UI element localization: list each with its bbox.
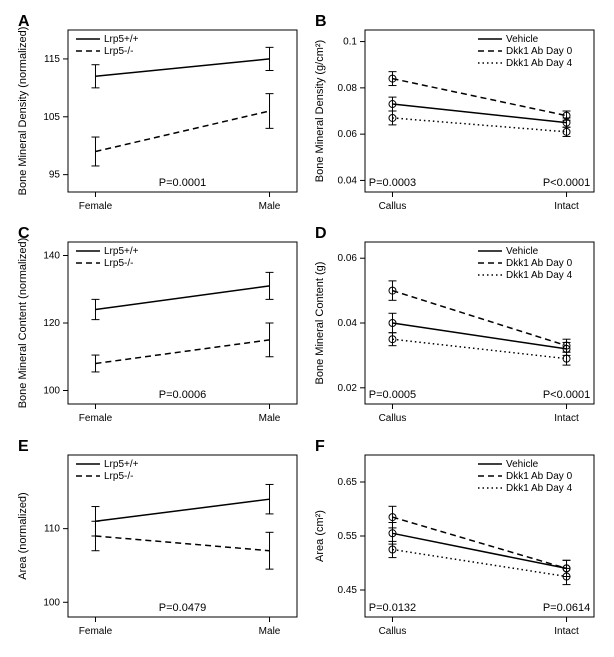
y-axis-title: Bone Mineral Density (g/cm²) — [314, 40, 326, 182]
p-value: P<0.0001 — [543, 177, 590, 189]
series-line — [95, 59, 269, 76]
panel-F: F 0.45 0.55 0.65 Callus Intact Area (cm²) Vehic… — [307, 435, 604, 647]
legend-label: Lrp5+/+ — [104, 459, 139, 470]
legend-label: Vehicle — [506, 246, 539, 257]
y-axis-title: Area (cm²) — [314, 510, 326, 562]
y-tick-label: 115 — [44, 54, 60, 65]
legend-label: Dkk1 Ab Day 0 — [506, 471, 573, 482]
x-tick-label: Callus — [379, 201, 407, 212]
y-tick-label: 140 — [43, 251, 60, 262]
y-axis-title: Bone Mineral Content (g) — [314, 262, 326, 385]
y-tick-label: 0.04 — [338, 175, 358, 186]
x-tick-label: Intact — [554, 626, 579, 637]
y-tick-label: 0.06 — [338, 254, 358, 265]
p-value: P=0.0614 — [543, 602, 590, 614]
legend-label: Dkk1 Ab Day 0 — [506, 46, 573, 57]
p-value: P<0.0001 — [543, 389, 590, 401]
y-tick-label: 0.45 — [338, 585, 358, 596]
y-tick-label: 0.1 — [343, 37, 357, 48]
x-tick-label: Callus — [379, 413, 407, 424]
panel-letter: E — [18, 438, 29, 455]
x-tick-label: Female — [79, 626, 113, 637]
series-line — [95, 111, 269, 152]
y-tick-label: 0.65 — [338, 477, 358, 488]
y-tick-label: 0.55 — [338, 531, 358, 542]
y-tick-label: 105 — [43, 112, 60, 123]
p-value: P=0.0001 — [159, 177, 206, 189]
x-tick-label: Intact — [554, 201, 579, 212]
legend-label: Lrp5+/+ — [104, 246, 139, 257]
series-line — [392, 323, 566, 349]
legend-label: Dkk1 Ab Day 4 — [506, 483, 573, 494]
panel-C: C100120140FemaleMaleBone Mineral Content… — [10, 222, 307, 434]
y-tick-label: 100 — [43, 597, 60, 608]
y-tick-label: 95 — [49, 170, 61, 181]
legend-label: Lrp5-/- — [104, 46, 133, 57]
p-value: P=0.0479 — [159, 602, 206, 614]
legend-label: Dkk1 Ab Day 4 — [506, 270, 573, 281]
series-line — [392, 291, 566, 346]
p-value: P=0.0006 — [159, 389, 206, 401]
y-axis-title: Bone Mineral Density (normalized) — [17, 27, 29, 196]
x-tick-label: Male — [259, 626, 281, 637]
legend-label: Vehicle — [506, 34, 539, 45]
y-axis-title: Area (normalized) — [17, 492, 29, 579]
series-line — [95, 536, 269, 551]
x-tick-label: Callus — [379, 626, 407, 637]
p-value: P=0.0132 — [369, 602, 416, 614]
series-line — [95, 340, 269, 364]
series-line — [392, 79, 566, 116]
y-tick-label: 0.04 — [338, 318, 358, 329]
y-tick-label: 0.08 — [338, 83, 358, 94]
y-tick-label: 110 — [44, 523, 60, 534]
legend-label: Dkk1 Ab Day 4 — [506, 58, 573, 69]
y-axis-title: Bone Mineral Content (normalized) — [17, 238, 29, 409]
legend-label: Lrp5-/- — [104, 258, 133, 269]
legend-label: Dkk1 Ab Day 0 — [506, 258, 573, 269]
panel-A: A95105115FemaleMaleBone Mineral Density … — [10, 10, 307, 222]
series-line — [392, 104, 566, 123]
x-tick-label: Intact — [554, 413, 579, 424]
y-tick-label: 0.06 — [338, 129, 358, 140]
panel-E: E 100 110 Female Male Area (normalized) Lrp5+/… — [10, 435, 307, 647]
legend-label: Lrp5+/+ — [104, 34, 139, 45]
y-tick-label: 100 — [43, 386, 60, 397]
panel-letter: B — [315, 13, 327, 30]
p-value: P=0.0005 — [369, 389, 416, 401]
panel-D: D 0.02 0.04 0.06 Callus Intact Bone Mineral Co… — [307, 222, 604, 434]
y-tick-label: 0.02 — [338, 383, 358, 394]
series-line — [392, 340, 566, 359]
panel-letter: F — [315, 438, 325, 455]
y-tick-label: 120 — [43, 318, 60, 329]
x-tick-label: Male — [259, 413, 281, 424]
x-tick-label: Female — [79, 201, 113, 212]
x-tick-label: Male — [259, 201, 281, 212]
series-line — [392, 517, 566, 568]
series-line — [95, 499, 269, 521]
panel-letter: D — [315, 225, 327, 242]
legend-label: Vehicle — [506, 459, 539, 470]
series-line — [392, 533, 566, 568]
panel-B: B 0.04 0.06 0.08 0.1 Callus Intact Bone Mineral… — [307, 10, 604, 222]
chart-grid: A95105115FemaleMaleBone Mineral Density … — [10, 10, 604, 647]
legend-label: Lrp5-/- — [104, 471, 133, 482]
x-tick-label: Female — [79, 413, 113, 424]
p-value: P=0.0003 — [369, 177, 416, 189]
series-line — [95, 286, 269, 310]
